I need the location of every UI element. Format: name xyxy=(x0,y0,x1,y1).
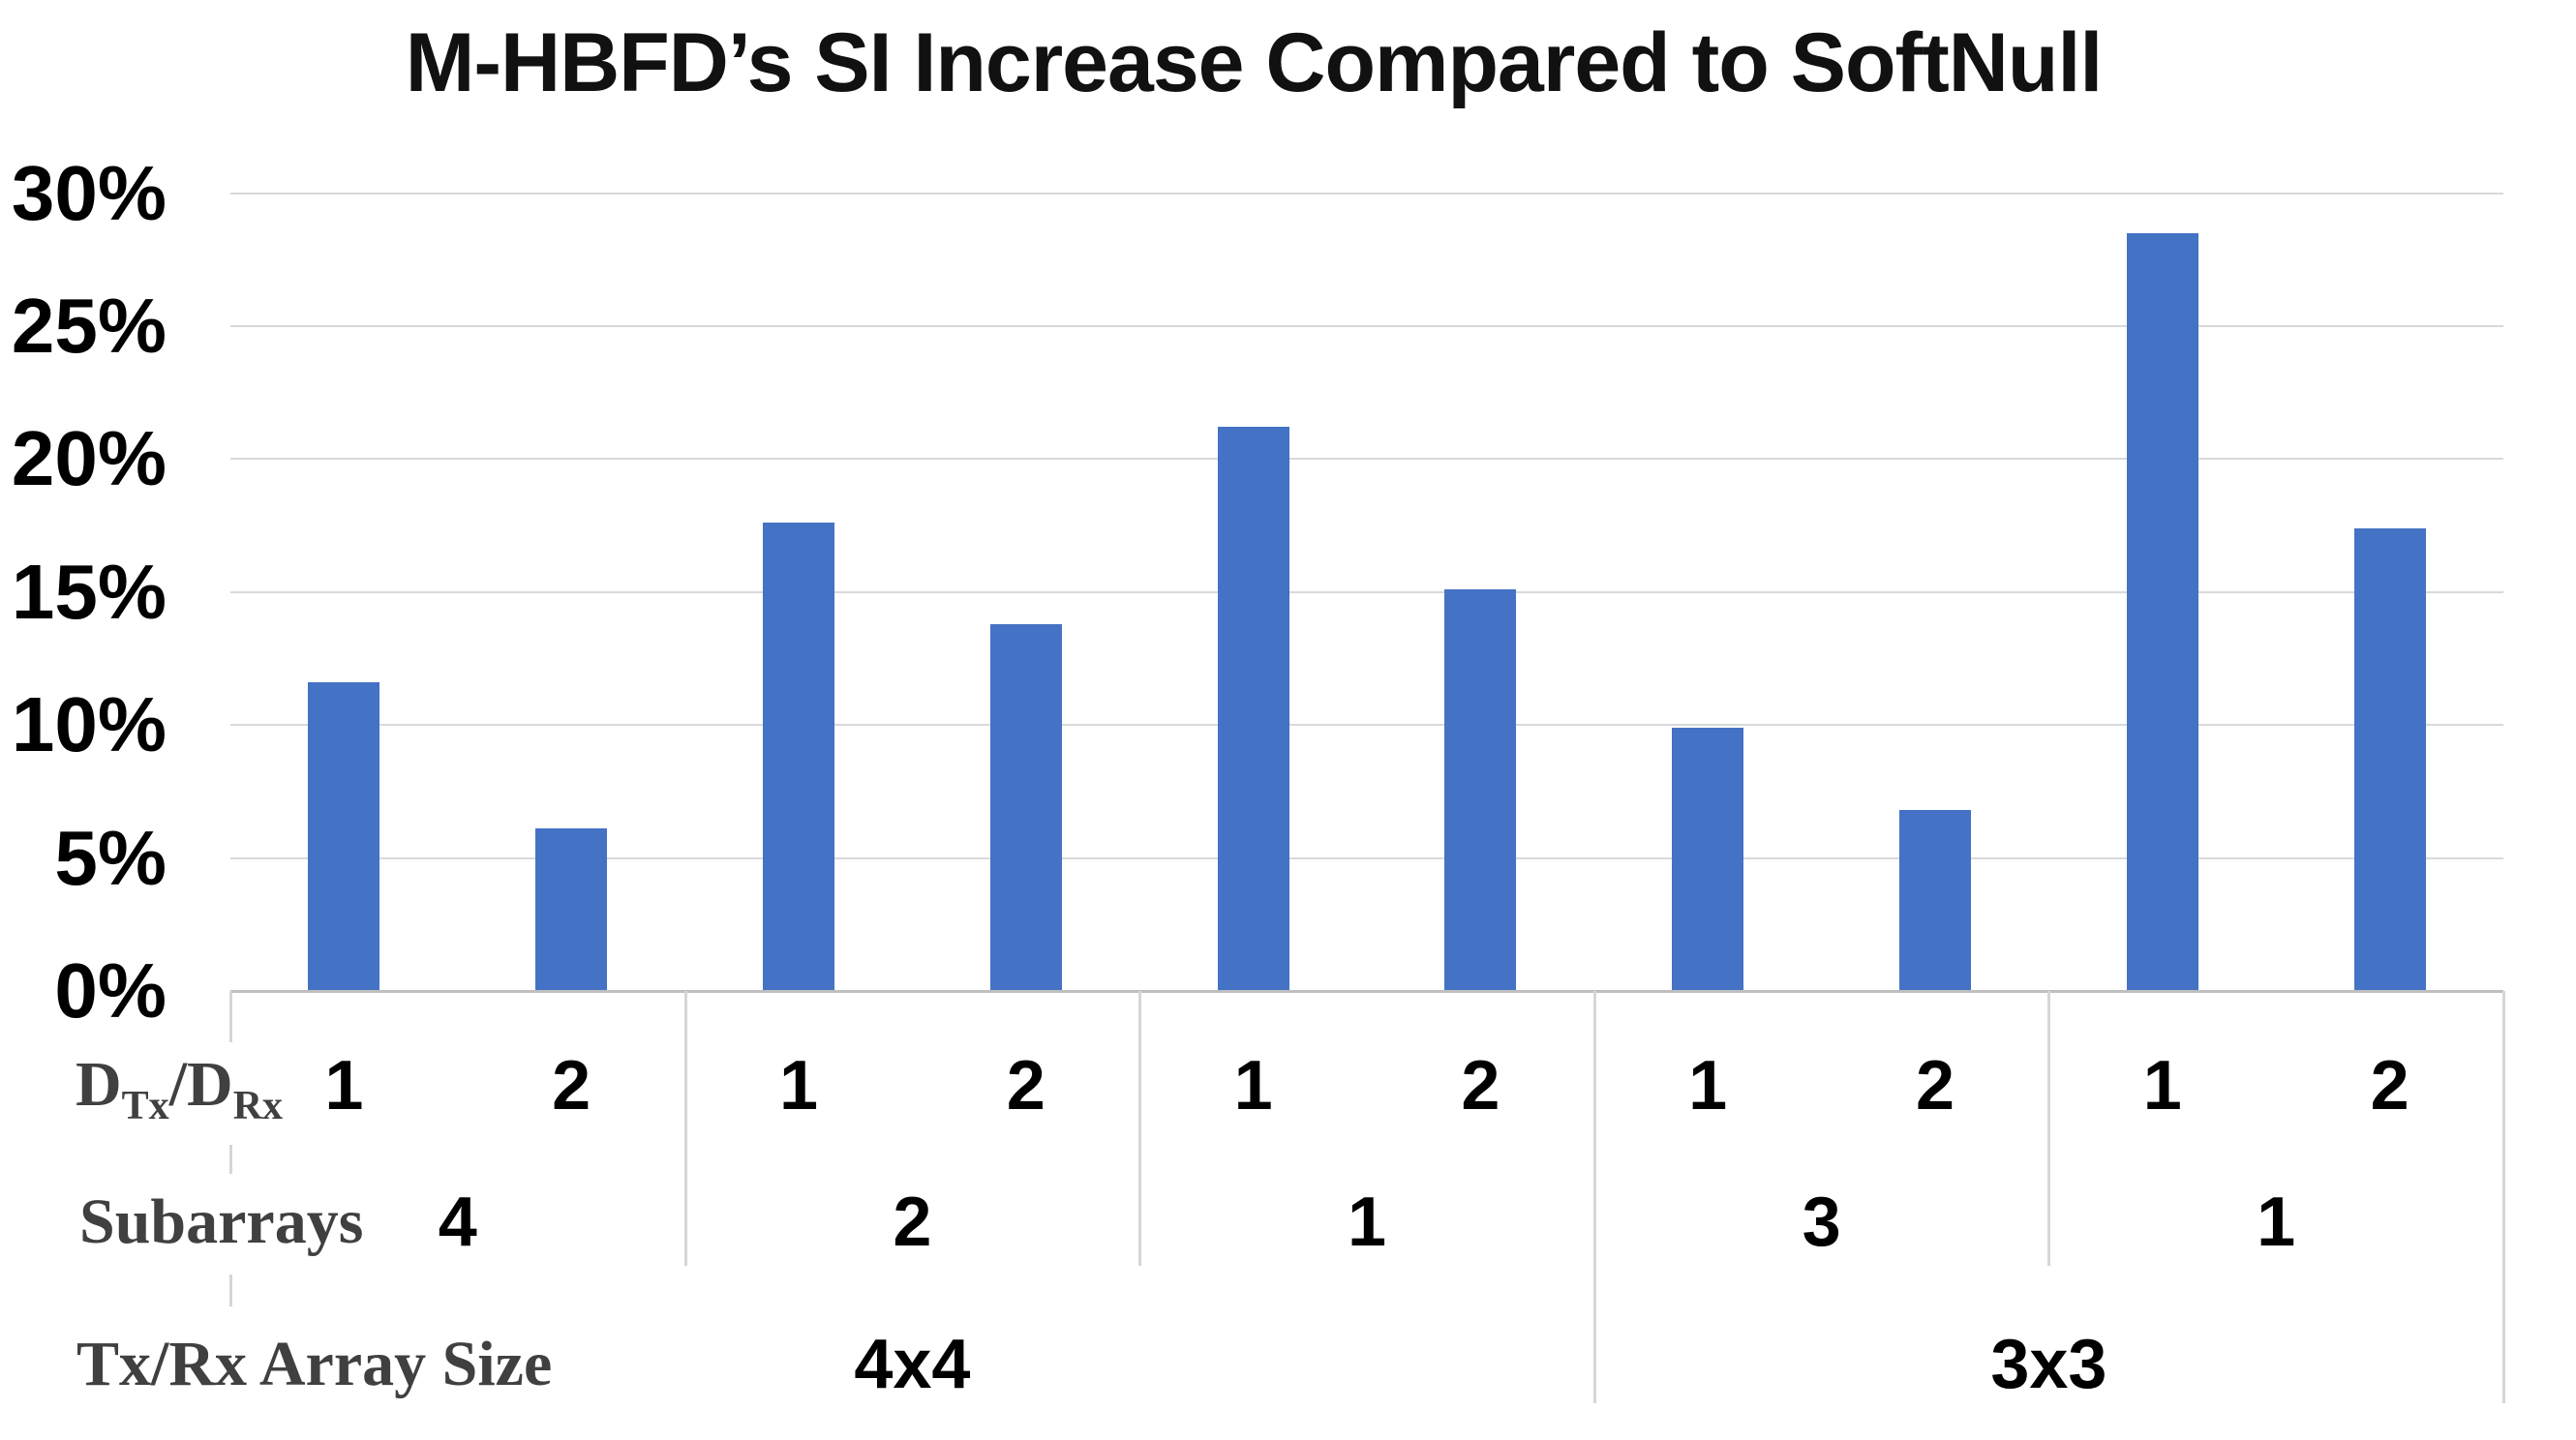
axis-edge-tick xyxy=(229,1275,232,1306)
x-axis-line xyxy=(230,990,2503,993)
x-label-dtx-drx-value: 1 xyxy=(1233,1047,1273,1125)
x-label-dtx-drx-value: 1 xyxy=(1688,1047,1728,1125)
x-label-subarrays-value: 1 xyxy=(1347,1184,1387,1261)
x-label-dtx-drx-value: 1 xyxy=(778,1047,819,1125)
x-label-subarrays-value: 2 xyxy=(893,1184,932,1261)
bar xyxy=(1444,589,1517,991)
category-separator-deep xyxy=(1592,991,1596,1403)
bar xyxy=(2353,527,2426,991)
y-tick-label: 0% xyxy=(54,947,167,1034)
category-separator xyxy=(683,991,687,1266)
row-header-dtx-drx: DTx/DRx xyxy=(76,1053,284,1129)
bar xyxy=(763,523,834,991)
gridline-15% xyxy=(230,590,2503,593)
gridline-30% xyxy=(230,192,2503,195)
bar xyxy=(308,682,380,991)
d-slash: / xyxy=(168,1049,188,1120)
bar xyxy=(1672,727,1744,991)
x-label-dtx-drx-value: 2 xyxy=(2370,1047,2409,1125)
x-label-subarrays-value: 1 xyxy=(2257,1184,2296,1261)
y-tick-label: 10% xyxy=(11,681,167,768)
bar xyxy=(1899,810,1971,991)
x-label-dtx-drx-value: 2 xyxy=(552,1047,591,1125)
axis-edge-tick xyxy=(229,991,232,1042)
row-header-array-size: Tx/Rx Array Size xyxy=(76,1329,553,1399)
category-separator-deep xyxy=(2502,991,2505,1403)
x-label-array-size-value: 4x4 xyxy=(854,1326,971,1403)
x-label-array-size-value: 3x3 xyxy=(1990,1326,2107,1403)
category-separator xyxy=(1138,991,1142,1266)
drx-subscript: Rx xyxy=(232,1084,284,1128)
y-tick-label: 15% xyxy=(11,548,167,635)
x-label-dtx-drx-value: 1 xyxy=(324,1047,364,1125)
drx-base: D xyxy=(187,1049,233,1120)
gridline-20% xyxy=(230,458,2503,461)
x-label-dtx-drx-value: 2 xyxy=(1915,1047,1955,1125)
dtx-base: D xyxy=(76,1049,122,1120)
category-separator xyxy=(2047,991,2051,1266)
x-label-dtx-drx-value: 2 xyxy=(1006,1047,1046,1125)
y-tick-label: 30% xyxy=(11,149,167,236)
y-tick-label: 25% xyxy=(11,283,167,369)
bar xyxy=(2126,232,2198,991)
bar xyxy=(1217,427,1289,991)
chart-title: M-HBFD’s SI Increase Compared to SoftNul… xyxy=(405,16,2104,109)
x-label-dtx-drx-value: 2 xyxy=(1461,1047,1500,1125)
gridline-10% xyxy=(230,724,2503,727)
axis-edge-tick xyxy=(229,1145,232,1174)
x-label-subarrays-value: 4 xyxy=(438,1184,477,1261)
bar xyxy=(989,623,1062,991)
y-tick-label: 5% xyxy=(54,814,167,901)
gridline-5% xyxy=(230,856,2503,859)
x-label-subarrays-value: 3 xyxy=(1802,1184,1841,1261)
dtx-subscript: Tx xyxy=(121,1084,169,1128)
x-label-dtx-drx-value: 1 xyxy=(2142,1047,2182,1125)
row-header-subarrays: Subarrays xyxy=(79,1186,364,1257)
bar xyxy=(535,828,608,991)
gridline-25% xyxy=(230,325,2503,327)
y-tick-label: 20% xyxy=(11,415,167,502)
